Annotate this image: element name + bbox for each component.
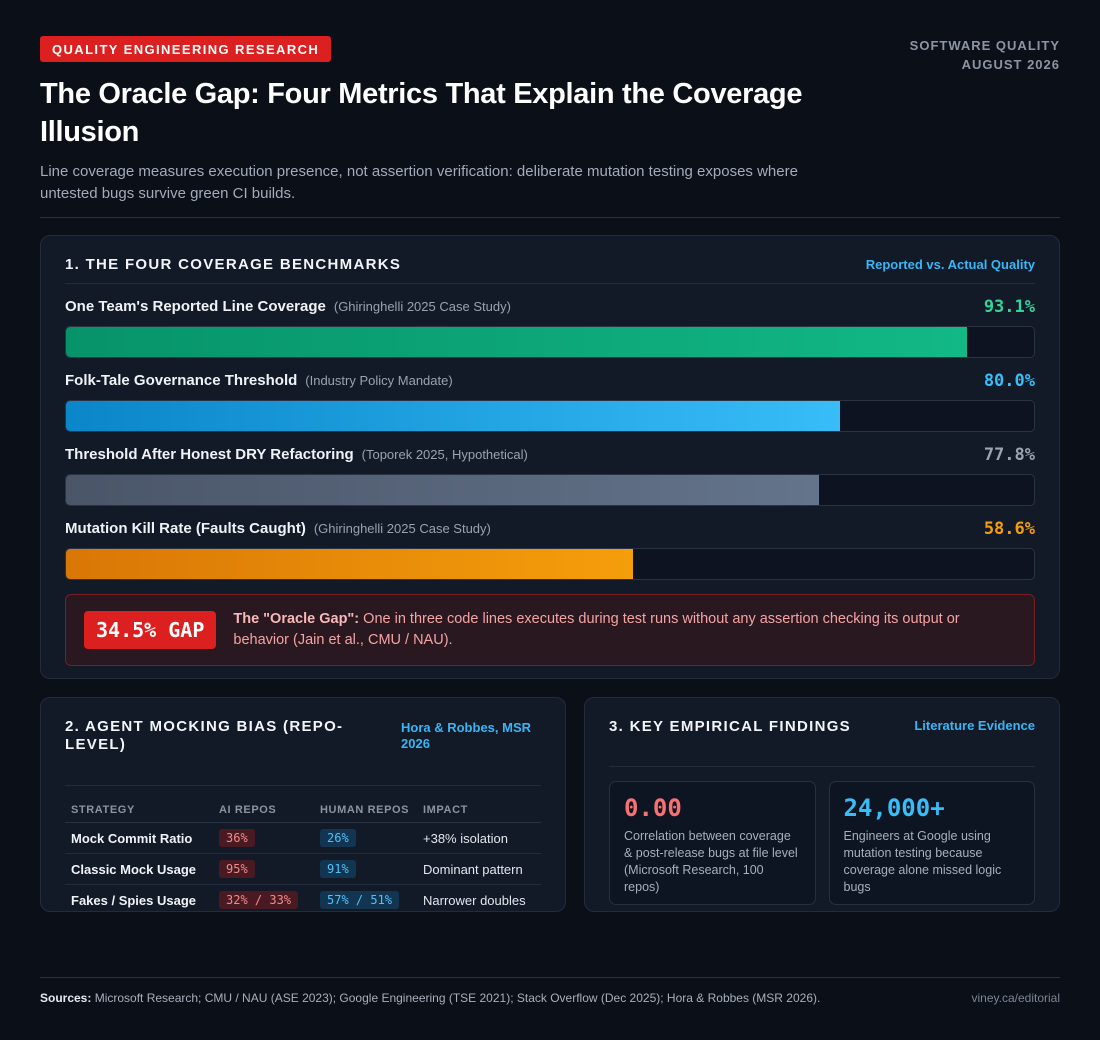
table-row: Fakes / Spies Usage 32% / 33% 57% / 51% … bbox=[65, 885, 541, 916]
column-header: AI REPOS bbox=[213, 798, 314, 823]
impact-cell: +38% isolation bbox=[417, 822, 541, 854]
benchmarks-tag: Reported vs. Actual Quality bbox=[865, 257, 1035, 272]
gap-description: The "Oracle Gap": One in three code line… bbox=[233, 609, 1016, 651]
human-value-pill: 57% / 51% bbox=[320, 891, 400, 909]
metric-value: 80.0% bbox=[983, 371, 1035, 391]
page-title: The Oracle Gap: Four Metrics That Explai… bbox=[40, 78, 803, 148]
metric-name: Folk-Tale Governance Threshold bbox=[65, 372, 298, 389]
publication-date: AUGUST 2026 bbox=[961, 57, 1060, 72]
metric-bar-track bbox=[65, 474, 1035, 506]
ai-value-pill: 36% bbox=[219, 829, 255, 847]
metric-bar-fill bbox=[66, 475, 820, 505]
gap-text: One in three code lines executes during … bbox=[233, 611, 960, 648]
oracle-gap-callout: 34.5% GAP The "Oracle Gap": One in three… bbox=[65, 594, 1035, 666]
mocking-title: 2. AGENT MOCKING BIAS (REPO-LEVEL) bbox=[65, 718, 344, 753]
human-value-pill: 26% bbox=[320, 829, 356, 847]
findings-panel: 3. KEY EMPIRICAL FINDINGS Literature Evi… bbox=[584, 697, 1060, 912]
metric-bar-fill bbox=[66, 401, 841, 431]
footer: Sources: Microsoft Research; CMU / NAU (… bbox=[40, 977, 1060, 1005]
finding-card-correlation: 0.00 Correlation between coverage & post… bbox=[609, 781, 816, 905]
metric-bar-track bbox=[65, 326, 1035, 358]
metric-bar-fill bbox=[66, 549, 634, 579]
category-badge: QUALITY ENGINEERING RESEARCH bbox=[40, 36, 332, 62]
ai-value-pill: 32% / 33% bbox=[219, 891, 299, 909]
benchmarks-header: 1. THE FOUR COVERAGE BENCHMARKS Reported… bbox=[65, 256, 1035, 284]
ai-cell: 95% bbox=[213, 853, 314, 885]
human-value-pill: 91% bbox=[320, 860, 356, 878]
column-header: HUMAN REPOS bbox=[314, 798, 417, 823]
metric-source: (Industry Policy Mandate) bbox=[305, 373, 453, 388]
metric-name: Mutation Kill Rate (Faults Caught) bbox=[65, 520, 306, 537]
findings-tag: Literature Evidence bbox=[914, 718, 1035, 733]
metric-source: (Toporek 2025, Hypothetical) bbox=[361, 447, 528, 462]
metric-name: Threshold After Honest DRY Refactoring bbox=[65, 446, 354, 463]
header: QUALITY ENGINEERING RESEARCH SOFTWARE QU… bbox=[40, 36, 1060, 218]
human-cell: 57% / 51% bbox=[314, 885, 417, 916]
metric-reported-coverage: One Team's Reported Line Coverage (Ghirin… bbox=[65, 297, 1035, 358]
findings-title: 3. KEY EMPIRICAL FINDINGS bbox=[609, 718, 851, 735]
findings-cards: 0.00 Correlation between coverage & post… bbox=[609, 781, 1035, 905]
finding-card-google: 24,000+ Engineers at Google using mutati… bbox=[828, 781, 1035, 905]
ai-cell: 36% bbox=[213, 822, 314, 854]
gap-badge: 34.5% GAP bbox=[84, 611, 217, 649]
column-header: IMPACT bbox=[417, 798, 541, 823]
gap-lead: The "Oracle Gap": bbox=[233, 611, 360, 627]
human-cell: 91% bbox=[314, 853, 417, 885]
finding-value: 0.00 bbox=[624, 794, 682, 822]
strategy-cell: Fakes / Spies Usage bbox=[71, 892, 197, 908]
metric-mutation-kill-rate: Mutation Kill Rate (Faults Caught) (Ghiri… bbox=[65, 519, 1035, 580]
metric-name: One Team's Reported Line Coverage bbox=[65, 298, 326, 315]
metric-dry-threshold: Threshold After Honest DRY Refactoring (T… bbox=[65, 445, 1035, 506]
table-row: Mock Commit Ratio 36% 26% +38% isolation bbox=[65, 822, 541, 854]
findings-header: 3. KEY EMPIRICAL FINDINGS Literature Evi… bbox=[609, 718, 1035, 767]
table-row: Classic Mock Usage 95% 91% Dominant patt… bbox=[65, 853, 541, 885]
metric-governance-threshold: Folk-Tale Governance Threshold (Industry … bbox=[65, 371, 1035, 432]
ai-value-pill: 95% bbox=[219, 860, 255, 878]
column-header: STRATEGY bbox=[65, 798, 213, 823]
metric-value: 77.8% bbox=[983, 445, 1035, 465]
strategy-cell: Classic Mock Usage bbox=[65, 853, 213, 885]
metric-value: 93.1% bbox=[983, 297, 1035, 317]
strategy-cell: Mock Commit Ratio bbox=[65, 822, 213, 854]
finding-description: Engineers at Google using mutation testi… bbox=[843, 829, 1002, 894]
metric-source: (Ghiringhelli 2025 Case Study) bbox=[333, 299, 511, 314]
sources: Sources: Microsoft Research; CMU / NAU (… bbox=[40, 991, 820, 1005]
metric-bar-track bbox=[65, 400, 1035, 432]
impact-cell: Dominant pattern bbox=[417, 853, 541, 885]
publication-name: SOFTWARE QUALITY bbox=[909, 38, 1060, 53]
benchmarks-panel: 1. THE FOUR COVERAGE BENCHMARKS Reported… bbox=[40, 235, 1060, 679]
mocking-tag: Hora & Robbes, MSR 2026 bbox=[401, 720, 532, 751]
metric-value: 58.6% bbox=[983, 519, 1035, 539]
mocking-table: STRATEGY AI REPOS HUMAN REPOS IMPACT Moc… bbox=[65, 798, 541, 915]
human-cell: 26% bbox=[314, 822, 417, 854]
benchmarks-title: 1. THE FOUR COVERAGE BENCHMARKS bbox=[65, 256, 402, 273]
sources-text: Microsoft Research; CMU / NAU (ASE 2023)… bbox=[91, 991, 821, 1005]
mocking-bias-panel: 2. AGENT MOCKING BIAS (REPO-LEVEL) Hora … bbox=[40, 697, 566, 912]
mocking-header: 2. AGENT MOCKING BIAS (REPO-LEVEL) Hora … bbox=[65, 718, 541, 786]
finding-description: Correlation between coverage & post-rele… bbox=[624, 829, 798, 894]
publication-meta: SOFTWARE QUALITY AUGUST 2026 bbox=[910, 36, 1060, 74]
page: QUALITY ENGINEERING RESEARCH SOFTWARE QU… bbox=[40, 36, 1060, 1005]
sources-label: Sources: bbox=[40, 991, 92, 1005]
metric-bar-track bbox=[65, 548, 1035, 580]
footer-credit: viney.ca/editorial bbox=[971, 991, 1061, 1005]
finding-value: 24,000+ bbox=[843, 794, 945, 822]
ai-cell: 32% / 33% bbox=[213, 885, 314, 916]
impact-cell: Narrower doubles bbox=[423, 892, 526, 908]
page-subtitle: Line coverage measures execution presenc… bbox=[40, 163, 798, 202]
metric-source: (Ghiringhelli 2025 Case Study) bbox=[313, 521, 491, 536]
metric-bar-fill bbox=[66, 327, 968, 357]
table-header-row: STRATEGY AI REPOS HUMAN REPOS IMPACT bbox=[65, 798, 541, 823]
